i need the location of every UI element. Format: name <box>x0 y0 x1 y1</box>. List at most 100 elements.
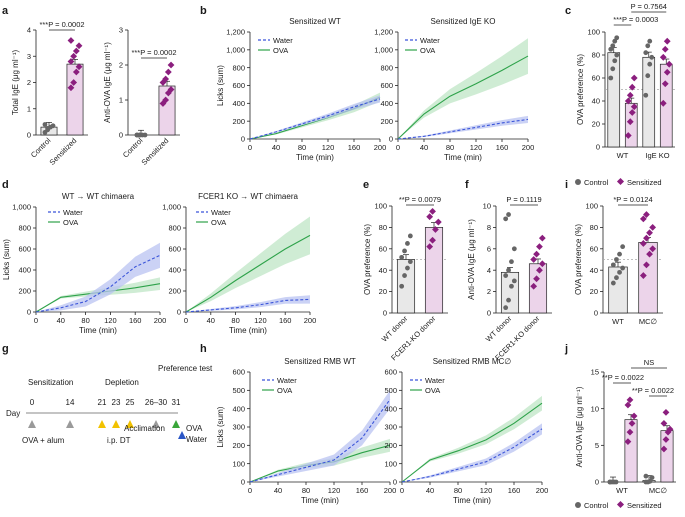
c-point <box>661 80 669 88</box>
d1-title: WT → WT chimaera <box>62 192 135 201</box>
c-ytick-label: 60 <box>592 74 600 83</box>
chart-i: 0 20 40 60 80 100 OVA preference (%) WT MC∅ *P = … <box>574 195 663 326</box>
a1-category-label: Control <box>29 136 53 160</box>
e-point <box>405 265 410 271</box>
b2-xlabel: Time (min) <box>444 153 482 162</box>
i-category-label: MC∅ <box>639 317 658 326</box>
timeline-g: Sensitization Depletion Preference test … <box>6 364 213 445</box>
h2-xtick-label: 200 <box>536 486 549 495</box>
j-group-label: WT <box>616 486 628 495</box>
i-point <box>617 269 622 275</box>
d1-ytick-label: 600 <box>18 245 31 254</box>
b2-ytick-label: 600 <box>380 81 393 90</box>
panel-label-d: d <box>2 179 9 191</box>
h2-ytick-label: 500 <box>384 386 397 395</box>
c-point <box>659 53 667 61</box>
d2-line-water <box>185 298 311 313</box>
d1-ytick-label: 800 <box>18 224 31 233</box>
b2-xtick-label: 160 <box>496 143 509 152</box>
h1-line-water <box>249 399 391 483</box>
c-group-label: IgE KO <box>645 151 669 160</box>
j-ytick-label: 0 <box>595 478 599 487</box>
c-point <box>645 73 651 79</box>
c-point <box>665 60 673 68</box>
h2-ytick-label: 200 <box>384 441 397 450</box>
a2-point <box>137 132 143 138</box>
timeline-preference: Preference test <box>158 364 213 373</box>
f-ylabel: Anti-OVA IgE (μg ml⁻¹) <box>467 219 476 300</box>
timeline-marker-0 <box>28 420 36 428</box>
legend-j-control-label: Control <box>584 501 609 510</box>
c-point <box>624 132 632 139</box>
b1-line-water <box>249 98 381 140</box>
timeline-acclimation: Acclimation <box>124 424 165 433</box>
b2-xtick-label: 80 <box>446 143 454 152</box>
a2-point <box>167 61 175 69</box>
a2-point <box>164 68 172 76</box>
timeline-ova-alum: OVA + alum <box>22 436 65 445</box>
c-point <box>643 50 649 56</box>
c-ylabel: OVA preference (%) <box>576 54 585 125</box>
h1-ytick-label: 500 <box>232 386 245 395</box>
e-stat-label: **P = 0.0079 <box>399 195 441 204</box>
e-ytick-label: 100 <box>374 202 387 211</box>
i-ytick-label: 20 <box>590 287 598 296</box>
b1-band-ova <box>250 92 380 139</box>
i-ytick-label: 0 <box>594 309 598 318</box>
b1-xtick-label: 200 <box>374 143 387 152</box>
i-point <box>639 240 647 247</box>
d2-xlabel: Time (min) <box>229 326 267 335</box>
a1-ytick-label: 3 <box>27 52 31 61</box>
i-point <box>614 275 619 281</box>
e-point <box>429 207 436 215</box>
c-point <box>645 43 651 49</box>
d2-xtick-label: 40 <box>207 316 215 325</box>
i-point <box>646 250 653 258</box>
b1-xtick-label: 120 <box>322 143 335 152</box>
h2-ytick-label: 100 <box>384 459 397 468</box>
d2-title: FCER1 KO → WT chimaera <box>198 192 298 201</box>
timeline-water: Water <box>186 435 207 444</box>
timeline-marker-2 <box>98 420 106 428</box>
f-point <box>530 256 538 263</box>
h1-xtick-label: 40 <box>274 486 282 495</box>
e-point <box>407 233 413 239</box>
c-group-label: WT <box>617 151 629 160</box>
legend-sensitized-marker <box>616 177 625 186</box>
a2-point <box>167 86 175 93</box>
chart-d2: 0 200 400 600 800 1,000 0 40 80 120 160 200 Time (mi… <box>162 192 316 335</box>
a1-ytick-label: 0 <box>27 131 31 140</box>
i-ylabel: OVA preference (%) <box>574 224 583 295</box>
j-stat-mc-label: **P = 0.0022 <box>632 386 674 395</box>
d2-legend-label: Water <box>211 208 231 217</box>
b2-ytick-label: 200 <box>380 117 393 126</box>
a1-bar <box>66 63 84 136</box>
i-stat-label: *P = 0.0124 <box>613 195 652 204</box>
timeline-marker-4 <box>126 420 134 428</box>
d2-ytick-label: 600 <box>168 245 181 254</box>
f-point <box>503 216 509 222</box>
b2-legend-label: OVA <box>420 46 435 55</box>
j-stat-wt-label: **P = 0.0022 <box>602 373 644 382</box>
c-point <box>643 92 649 98</box>
f-ytick-label: 0 <box>487 309 491 318</box>
h2-line-water <box>401 428 543 483</box>
a2-category-label: Control <box>121 136 145 160</box>
i-point <box>643 234 650 242</box>
panel-label-h: h <box>200 343 207 355</box>
b2-ytick-label: 800 <box>380 63 393 72</box>
a1-ytick-label: 1 <box>27 104 31 113</box>
c-stat-ko-label: P = 0.7564 <box>631 2 667 11</box>
b1-ylabel: Licks (sum) <box>216 65 225 106</box>
a2-stat-label: ***P = 0.0002 <box>131 48 176 57</box>
d1-legend-label: Water <box>63 208 83 217</box>
panel-label-c: c <box>565 5 571 17</box>
h1-xtick-label: 120 <box>328 486 341 495</box>
chart-d1: 0 200 400 600 800 1,000 Licks (sum) 0 40 80 120 160… <box>2 192 166 335</box>
c-point <box>663 37 671 45</box>
h1-legend-label: OVA <box>277 386 292 395</box>
h1-ytick-label: 0 <box>241 478 245 487</box>
chart-h2: 0 100 200 300 400 500 600 0 40 80 120 160 200 Time (m… <box>384 357 548 505</box>
h2-xlabel: Time (min) <box>453 496 491 505</box>
